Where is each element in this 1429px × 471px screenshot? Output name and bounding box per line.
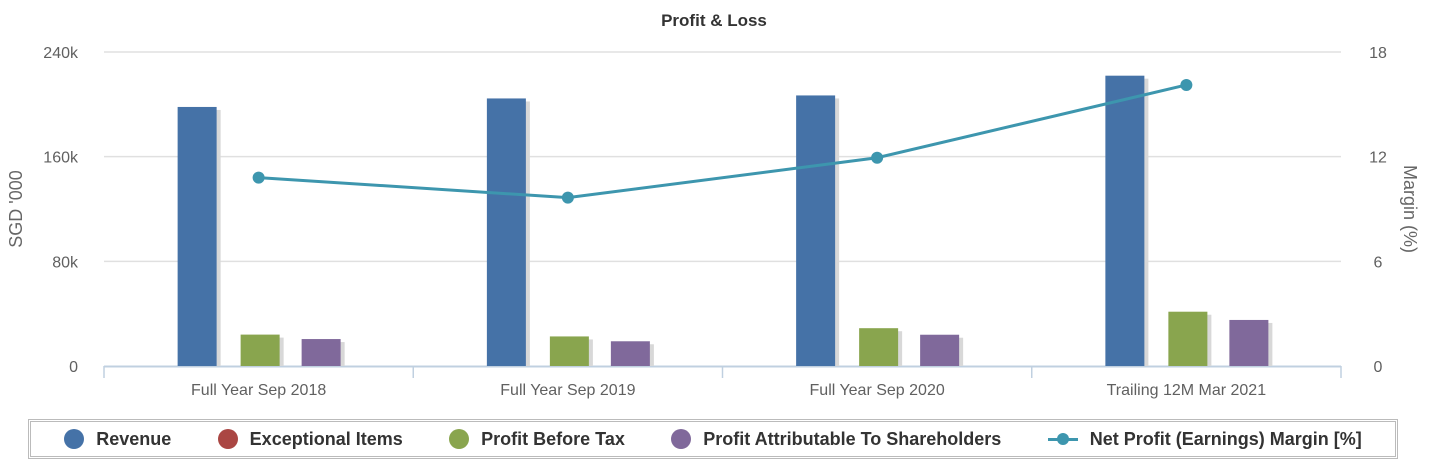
profit-loss-chart: Profit & Loss 0 0 80k 6 160k 12 240k 18 Full Yea… [6,11,1420,399]
bar-revenue-3 [1105,75,1145,366]
bar-profit-before-tax-0 [240,334,280,366]
y-tick-right: 6 [1374,254,1383,271]
x-tick-label: Trailing 12M Mar 2021 [1107,382,1267,399]
x-tick-label: Full Year Sep 2020 [810,382,945,399]
bar-profit-attributable-to-shareholders-2 [920,334,960,366]
bar-profit-before-tax-2 [859,328,899,366]
legend-marker-icon [449,429,470,449]
y-tick-right: 0 [1374,359,1383,376]
legend-item-net-profit-earnings-margin[interactable]: Net Profit (Earnings) Margin [%] [1047,428,1362,450]
y-tick-right: 12 [1369,150,1387,167]
bar-profit-attributable-to-shareholders-3 [1229,319,1269,366]
legend-marker-icon [64,429,85,449]
y-tick-left: 240k [43,45,79,62]
legend-item-profit-attributable-to-shareholders[interactable]: Profit Attributable To Shareholders [671,429,1001,450]
bar-profit-before-tax-3 [1168,311,1208,366]
bar-revenue-0 [177,106,217,366]
bar-profit-attributable-to-shareholders-0 [301,339,341,366]
bar-revenue-1 [486,98,526,366]
margin-point-3 [1180,78,1193,91]
margin-point-2 [871,151,884,164]
bar-profit-attributable-to-shareholders-1 [610,341,650,366]
legend-label: Profit Attributable To Shareholders [703,428,1002,449]
margin-point-0 [252,171,265,184]
x-tick-label: Full Year Sep 2019 [500,382,635,399]
legend-marker-icon [1047,429,1078,449]
legend-label: Exceptional Items [249,428,403,449]
y-tick-left: 0 [69,359,78,376]
legend-marker-icon [671,429,692,449]
legend-item-profit-before-tax[interactable]: Profit Before Tax [449,429,625,450]
y-axis-title-right: Margin (%) [1400,165,1420,253]
y-tick-left: 160k [43,150,79,167]
legend-label: Revenue [96,428,172,449]
y-tick-right: 18 [1369,45,1387,62]
chart-title: Profit & Loss [661,11,767,30]
legend-item-revenue[interactable]: Revenue [64,429,171,450]
legend-item-exceptional-items[interactable]: Exceptional Items [217,428,403,450]
y-tick-left: 80k [52,254,79,271]
y-axis-title-left: SGD '000 [6,170,26,247]
legend-marker-icon [217,429,238,449]
bar-revenue-2 [796,95,836,366]
margin-line [258,83,1187,200]
legend-label: Profit Before Tax [481,428,625,449]
legend: Revenue Exceptional Items Profit Before Ta… [28,419,1398,459]
legend-label: Net Profit (Earnings) Margin [%] [1089,428,1362,449]
x-tick-label: Full Year Sep 2018 [191,382,326,399]
bar-profit-before-tax-1 [549,336,589,366]
margin-point-1 [561,191,574,204]
